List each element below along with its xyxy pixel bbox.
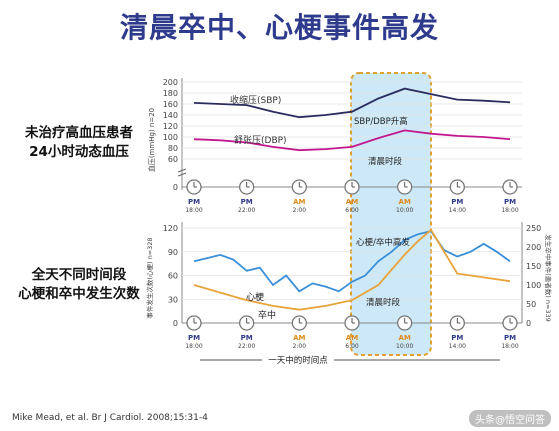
bottom-clock-period: AM — [346, 334, 358, 342]
top-description-line-2: 24小时动态血压 — [29, 144, 129, 160]
bottom-right-tick-label: 50 — [526, 300, 536, 309]
top-clock-time: 2:00 — [293, 207, 307, 214]
bottom-right-tick-label: 200 — [526, 243, 541, 252]
bottom-right-axis-label: 发生卒中事件(患者数) n=339 — [544, 234, 553, 322]
top-chart-description: 未治疗高血压患者 24小时动态血压 — [4, 124, 154, 162]
watermark: 头条@悟空问答 — [469, 410, 551, 427]
bottom-clock-period: AM — [293, 334, 305, 342]
bottom-clock-time: 2:00 — [293, 343, 307, 350]
top-clock-period: AM — [398, 198, 410, 206]
bottom-clock-period: PM — [504, 334, 516, 342]
top-clock-time: 22:00 — [238, 207, 255, 214]
bottom-chart-description: 全天不同时间段 心梗和卒中发生次数 — [4, 266, 154, 304]
bottom-left-tick-label: 120 — [163, 224, 178, 233]
top-clock-period: AM — [293, 198, 305, 206]
blood-pressure-chart: 200 180 160 140 120 100 80 60 0 血压(mmHg) n=20 收缩压(… — [147, 78, 522, 214]
bottom-left-tick-label: 0 — [173, 319, 178, 328]
bottom-x-axis-label: 一天中的时间点 — [268, 355, 328, 366]
sbp-series-label: 收缩压(SBP) — [230, 94, 281, 106]
dbp-series-label: 舒张压(DBP) — [234, 134, 287, 146]
bottom-left-axis-label: 事件发生次数(心梗) n=328 — [145, 237, 154, 318]
axis-break-mark — [177, 168, 187, 177]
top-clock-time: 14:00 — [449, 207, 466, 214]
top-y-tick-label: 80 — [168, 144, 178, 153]
bottom-left-tick-label: 90 — [168, 248, 178, 257]
mi-stroke-peak-annotation: 心梗/卒中高发 — [356, 237, 410, 248]
top-clock-period: PM — [504, 198, 516, 206]
top-y-tick-label: 0 — [173, 183, 178, 192]
morning-period-annotation: 清晨时段 — [368, 156, 403, 167]
top-y-tick-label: 100 — [163, 133, 178, 142]
bottom-description-line-2: 心梗和卒中发生次数 — [18, 286, 140, 302]
top-y-tick-label: 60 — [168, 155, 178, 164]
page-title: 清晨卒中、心梗事件高发 — [119, 11, 439, 44]
top-clock-period: AM — [346, 198, 358, 206]
morning-highlight — [350, 72, 432, 356]
bottom-left-tick-label: 60 — [168, 272, 178, 281]
dbp-line — [193, 129, 511, 152]
top-clock-period: PM — [451, 198, 463, 206]
bottom-clock-period: AM — [398, 334, 410, 342]
sbp-dbp-rise-annotation: SBP/DBP升高 — [354, 116, 408, 127]
citation: Mike Mead, et al. Br J Cardiol. 2008;15:… — [12, 413, 208, 423]
top-y-axis-label: 血压(mmHg) n=20 — [147, 108, 156, 172]
bottom-right-tick-label: 0 — [526, 319, 531, 328]
bottom-left-tick-label: 30 — [168, 295, 178, 304]
top-clock-time: 18:00 — [185, 207, 202, 214]
morning-period-annotation: 清晨时段 — [366, 297, 401, 308]
top-clock-period: PM — [188, 198, 200, 206]
top-y-tick-label: 180 — [163, 89, 178, 98]
top-description-line-1: 未治疗高血压患者 — [25, 125, 133, 141]
top-y-tick-label: 160 — [163, 100, 178, 109]
bottom-right-tick-label: 150 — [526, 262, 541, 271]
bottom-right-tick-label: 250 — [526, 224, 541, 233]
mi-line — [193, 230, 511, 293]
bottom-clock-period: PM — [451, 334, 463, 342]
sbp-line — [193, 87, 511, 119]
top-clock-time: 10:00 — [396, 207, 413, 214]
bottom-clock-time: 22:00 — [238, 343, 255, 350]
top-y-tick-label: 200 — [163, 78, 178, 87]
bottom-right-tick-label: 100 — [526, 281, 541, 290]
stroke-series-label: 卒中 — [258, 309, 276, 321]
bottom-clock-period: PM — [188, 334, 200, 342]
stroke-line — [193, 228, 511, 311]
bottom-clock-time: 6:00 — [345, 343, 359, 350]
bottom-clock-period: PM — [241, 334, 253, 342]
top-y-tick-label: 120 — [163, 122, 178, 131]
bottom-description-line-1: 全天不同时间段 — [31, 267, 127, 283]
bottom-clock-time: 10:00 — [396, 343, 413, 350]
top-clock-period: PM — [241, 198, 253, 206]
bottom-clock-time: 18:00 — [185, 343, 202, 350]
mi-series-label: 心梗 — [246, 291, 264, 303]
top-y-tick-label: 140 — [163, 111, 178, 120]
bottom-clock-time: 14:00 — [449, 343, 466, 350]
morning-highlight-box — [350, 72, 432, 356]
bottom-clock-time: 18:00 — [501, 343, 518, 350]
top-clock-time: 6:00 — [345, 207, 359, 214]
top-clock-time: 18:00 — [501, 207, 518, 214]
